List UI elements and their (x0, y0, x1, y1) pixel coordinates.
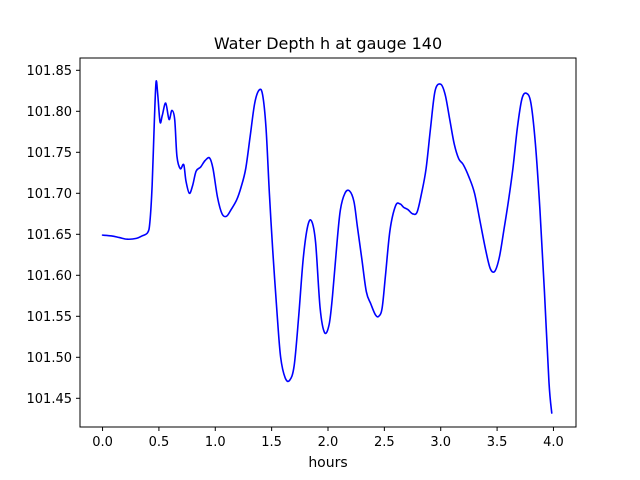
y-tick-label: 101.60 (27, 269, 73, 284)
y-tick-label: 101.55 (27, 310, 73, 325)
x-tick-label: 1.5 (261, 435, 282, 450)
chart-title: Water Depth h at gauge 140 (214, 34, 442, 53)
x-tick-label: 2.5 (374, 435, 395, 450)
x-tick-label: 4.0 (543, 435, 564, 450)
y-tick-label: 101.50 (27, 351, 73, 366)
x-tick-label: 3.0 (430, 435, 451, 450)
y-tick-label: 101.70 (27, 187, 73, 202)
x-tick-label: 2.0 (318, 435, 339, 450)
plot-frame (79, 57, 577, 428)
x-tick-label: 0.5 (149, 435, 170, 450)
y-axis: 101.45 101.50 101.55 101.60 101.65 101.70 101.… (27, 64, 80, 407)
series-line-water-depth (101, 80, 553, 414)
x-axis: 0.0 0.5 1.0 1.5 2.0 2.5 3.0 3.5 4.0 (92, 427, 564, 450)
y-tick-label: 101.75 (27, 146, 73, 161)
y-tick-label: 101.45 (27, 392, 73, 407)
x-axis-label: hours (308, 455, 347, 471)
x-tick-label: 1.0 (205, 435, 226, 450)
y-tick-label: 101.65 (27, 228, 73, 243)
x-tick-label: 0.0 (92, 435, 113, 450)
x-tick-label: 3.5 (487, 435, 508, 450)
y-tick-label: 101.85 (27, 64, 73, 79)
y-tick-label: 101.80 (27, 105, 73, 120)
